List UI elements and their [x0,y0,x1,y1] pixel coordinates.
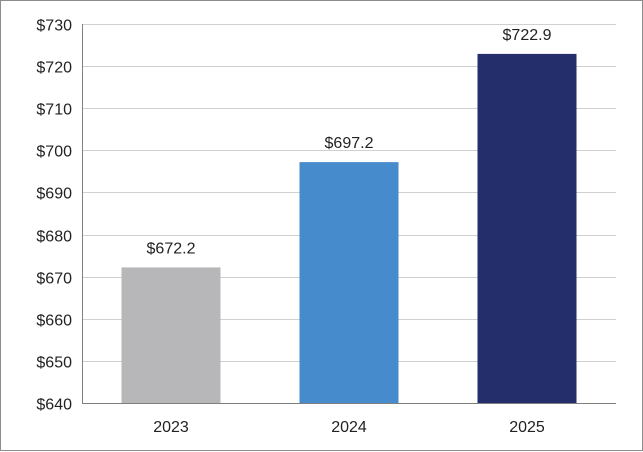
bars [121,53,577,403]
data-label: $722.9 [503,27,552,44]
bar-2025 [477,53,577,403]
y-tick-label: $680 [36,229,72,246]
y-tick-label: $670 [36,271,72,288]
y-tick-label: $720 [36,60,72,77]
y-tick-label: $730 [36,18,72,35]
y-tick-label: $660 [36,313,72,330]
y-tick-label: $650 [36,355,72,372]
data-label: $697.2 [325,135,374,152]
bar-2024 [299,162,399,403]
axes [82,24,616,404]
x-tick-label: 2023 [153,419,189,436]
bar-2023 [121,267,221,403]
x-tick-label: 2025 [509,419,545,436]
data-label: $672.2 [147,240,196,257]
y-tick-label: $700 [36,144,72,161]
y-tick-label: $640 [36,397,72,414]
y-tick-label: $690 [36,186,72,203]
labels: $640 $650 $660 $670 $680 $690 $700 $710 $720 $730… [36,18,551,437]
x-tick-label: 2024 [331,419,367,436]
y-tick-label: $710 [36,102,72,119]
